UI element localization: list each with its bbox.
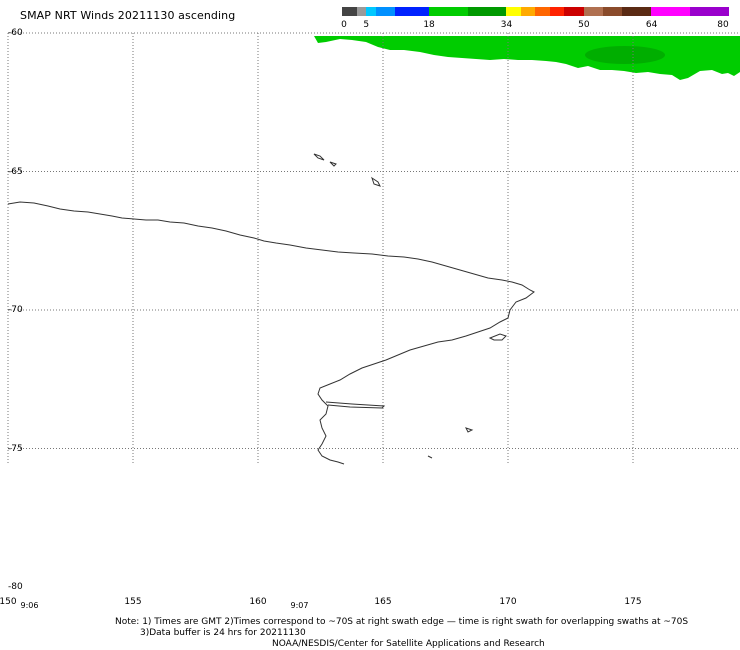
colorbar-tick-label: 64	[645, 20, 658, 30]
colorbar-tick-label: 34	[500, 20, 513, 30]
map-title: SMAP NRT Winds 20211130 ascending	[20, 9, 236, 22]
coastline-segment	[325, 401, 386, 409]
coastline-segment	[329, 161, 337, 167]
coastline-segment	[313, 153, 325, 161]
colorbar-segment	[429, 7, 468, 16]
colorbar-segment	[622, 7, 652, 16]
swath-time-label: 9:06	[20, 601, 39, 610]
colorbar-segment	[535, 7, 550, 16]
note-line-3: NOAA/NESDIS/Center for Satellite Applica…	[272, 639, 545, 649]
longitude-label: 160	[249, 597, 267, 607]
colorbar-segment	[690, 7, 729, 16]
coastline-segment	[371, 176, 381, 187]
colorbar-segment	[395, 7, 430, 16]
colorbar-segment	[549, 7, 565, 16]
coastline-segment	[427, 455, 433, 459]
colorbar-tick-label: 5	[363, 20, 370, 30]
longitude-label: 155	[124, 597, 142, 607]
note-line-1: Note: 1) Times are GMT 2)Times correspon…	[115, 617, 689, 627]
swath-time-label: 9:07	[290, 601, 309, 610]
lat-lon-grid	[7, 32, 740, 464]
latitude-label: -80	[8, 582, 23, 592]
colorbar-tick-label: 0	[341, 20, 347, 30]
colorbar-segment	[375, 7, 396, 16]
longitude-label: 170	[499, 597, 517, 607]
latitude-label: -75	[8, 443, 23, 454]
coastline-segment	[488, 333, 507, 341]
colorbar-segment	[342, 7, 357, 16]
colorbar-tick-label: 50	[578, 20, 590, 30]
colorbar-segment	[583, 7, 604, 16]
colorbar-segment	[506, 7, 521, 16]
coastline-segment	[7, 201, 535, 465]
colorbar-segment	[651, 7, 691, 16]
colorbar-segment	[564, 7, 584, 16]
colorbar-segment	[603, 7, 623, 16]
colorbar-segment	[366, 7, 376, 16]
wind-swath	[314, 36, 740, 80]
longitude-label: 175	[624, 597, 642, 607]
longitude-label: 150	[0, 597, 17, 607]
coastline-segment	[465, 427, 474, 433]
colorbar-segment	[467, 7, 507, 16]
colorbar-segment	[356, 7, 367, 16]
wind-speed-colorbar	[342, 7, 729, 16]
latitude-label: -65	[8, 166, 23, 177]
wind-swath-shade	[585, 46, 665, 64]
latitude-label: -70	[8, 305, 23, 315]
wind-swath-area	[314, 36, 740, 80]
coastline	[7, 153, 535, 465]
longitude-label: 165	[374, 597, 392, 607]
note-line-2: 3)Data buffer is 24 hrs for 20211130	[140, 628, 306, 638]
colorbar-tick-label: 18	[423, 20, 435, 30]
colorbar-segment	[520, 7, 536, 16]
colorbar-tick-label: 80	[717, 20, 729, 30]
latitude-label: -60	[8, 28, 23, 38]
